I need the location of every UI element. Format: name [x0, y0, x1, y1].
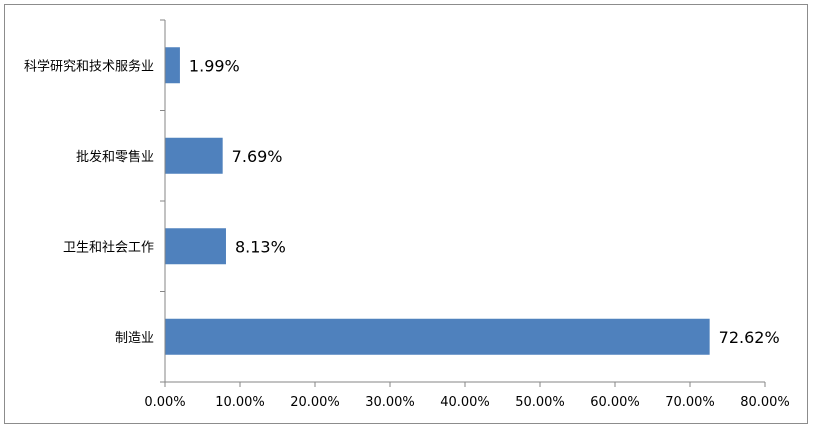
x-tick-label: 40.00% [440, 395, 490, 410]
x-tick-label: 20.00% [290, 395, 340, 410]
x-tick-label: 0.00% [144, 395, 185, 410]
x-tick-label: 60.00% [590, 395, 640, 410]
bar [165, 137, 223, 174]
data-label: 8.13% [235, 237, 286, 256]
x-tick-label: 70.00% [665, 395, 715, 410]
category-label: 科学研究和技术服务业 [24, 58, 154, 74]
category-label: 卫生和社会工作 [63, 239, 154, 255]
category-label: 制造业 [115, 331, 154, 346]
x-tick-label: 10.00% [215, 395, 265, 410]
x-tick-label: 80.00% [740, 395, 790, 410]
bar [165, 228, 226, 265]
data-label: 7.69% [232, 147, 283, 166]
bar [165, 318, 710, 355]
bar [165, 47, 180, 84]
data-label: 72.62% [719, 328, 780, 347]
category-label: 批发和零售业 [76, 149, 154, 165]
data-label: 1.99% [189, 56, 240, 75]
x-tick-label: 30.00% [365, 395, 415, 410]
x-tick-label: 50.00% [515, 395, 565, 410]
